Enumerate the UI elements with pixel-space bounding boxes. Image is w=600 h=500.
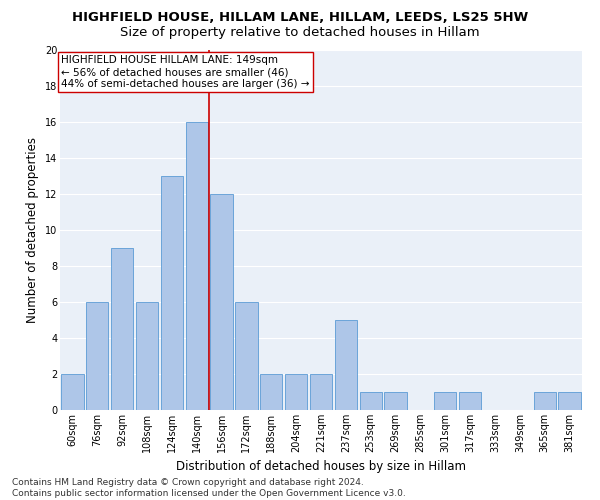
Bar — [260, 374, 283, 410]
Bar — [310, 374, 332, 410]
Bar — [434, 392, 457, 410]
Text: HIGHFIELD HOUSE, HILLAM LANE, HILLAM, LEEDS, LS25 5HW: HIGHFIELD HOUSE, HILLAM LANE, HILLAM, LE… — [72, 11, 528, 24]
Bar — [161, 176, 183, 410]
Y-axis label: Number of detached properties: Number of detached properties — [26, 137, 39, 323]
Text: Contains HM Land Registry data © Crown copyright and database right 2024.
Contai: Contains HM Land Registry data © Crown c… — [12, 478, 406, 498]
Bar — [111, 248, 133, 410]
Bar — [359, 392, 382, 410]
Text: HIGHFIELD HOUSE HILLAM LANE: 149sqm
← 56% of detached houses are smaller (46)
44: HIGHFIELD HOUSE HILLAM LANE: 149sqm ← 56… — [61, 56, 310, 88]
Bar — [385, 392, 407, 410]
Bar — [285, 374, 307, 410]
Bar — [136, 302, 158, 410]
X-axis label: Distribution of detached houses by size in Hillam: Distribution of detached houses by size … — [176, 460, 466, 473]
Text: Size of property relative to detached houses in Hillam: Size of property relative to detached ho… — [120, 26, 480, 39]
Bar — [61, 374, 83, 410]
Bar — [459, 392, 481, 410]
Bar — [235, 302, 257, 410]
Bar — [185, 122, 208, 410]
Bar — [533, 392, 556, 410]
Bar — [335, 320, 357, 410]
Bar — [559, 392, 581, 410]
Bar — [86, 302, 109, 410]
Bar — [211, 194, 233, 410]
